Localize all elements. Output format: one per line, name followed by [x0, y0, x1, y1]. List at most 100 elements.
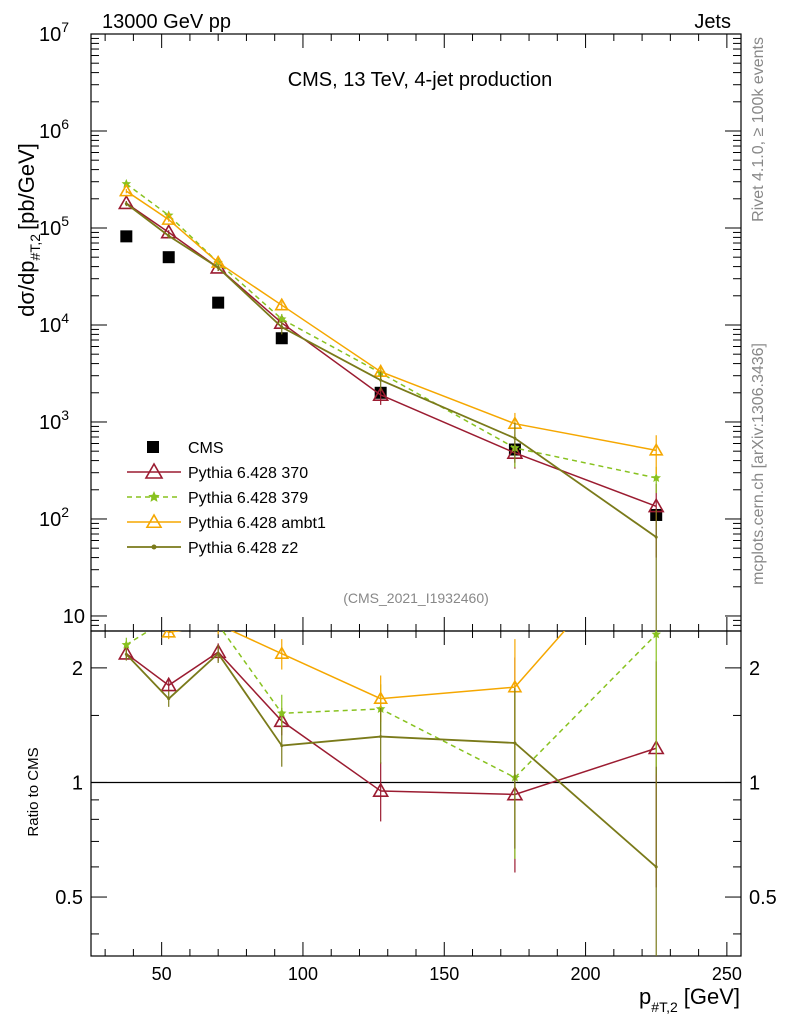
legend-pythia-6-428-z2-label: Pythia 6.428 z2 [188, 540, 298, 557]
pythia-6-428-370-ratio-point [372, 782, 390, 797]
x-axis-label-main: p [639, 984, 651, 1009]
pythia-6-428-ambt1-point [161, 212, 177, 225]
pythia-6-428-ambt1-point [118, 183, 134, 197]
cms-point [212, 296, 225, 309]
source-label: mcplots.cern.ch [arXiv:1306.3436] [750, 343, 767, 585]
x-axis-label: p#T,2 [GeV] [639, 984, 740, 1015]
ratio-y-tick-label-left: 2 [72, 658, 83, 680]
pythia-6-428-z2-ratio-point [280, 744, 284, 748]
svg-text:dσ/dp#T,2[pb/GeV]: dσ/dp#T,2 [pb/GeV] [14, 143, 43, 317]
pythia-6-428-z2-line [125, 202, 657, 538]
y-tick-label: 107 [39, 19, 69, 46]
legend-cms-label: CMS [188, 440, 224, 457]
ratio-y-tick-label-right: 0.5 [749, 887, 777, 909]
header-left: 13000 GeV pp [102, 11, 231, 33]
y-tick-exp: 3 [61, 407, 69, 423]
y-axis-label-main: dσ/dp [14, 260, 39, 316]
ratio-y-tick-label-right: 1 [749, 772, 760, 794]
y-tick-base: 10 [39, 509, 61, 531]
pythia-6-428-379-ratio-point [164, 613, 174, 622]
ratio-y-tick-label-left: 0.5 [55, 887, 83, 909]
pythia-6-428-z2-ratio-point [379, 735, 383, 739]
y-tick-label: 10 [63, 606, 85, 628]
legend-pythia-6-428-ambt1-marker [145, 513, 163, 529]
x-tick-label: 250 [712, 964, 742, 984]
pythia-6-428-z2-point [216, 266, 220, 270]
pythia-6-428-370-point [372, 386, 390, 401]
legend-pythia-6-428-370-marker [144, 462, 164, 479]
pythia-6-428-z2-ratio-point [216, 652, 220, 656]
pythia-6-428-370-ratio-line [125, 651, 657, 796]
pythia-6-428-ambt1-ratio-point [120, 600, 132, 611]
y-tick-base: 10 [39, 412, 61, 434]
x-tick-label: 200 [571, 964, 601, 984]
main-series [117, 178, 665, 631]
pythia-6-428-ambt1-ratio-point [373, 691, 389, 704]
y-tick-label: 105 [39, 213, 69, 240]
header-right: Jets [694, 11, 731, 33]
legend-pythia-6-428-379-label: Pythia 6.428 379 [188, 490, 308, 507]
pythia-6-428-ambt1-point [648, 442, 664, 456]
pythia-6-428-z2-point [654, 535, 658, 539]
legend-cms-marker [147, 441, 159, 453]
pythia-6-428-379-ratio-point [121, 639, 132, 649]
pythia-6-428-z2-point [124, 202, 128, 206]
pythia-6-428-379-point [121, 178, 132, 188]
pythia-6-428-ambt1-ratio-point [161, 631, 177, 638]
cms-point [120, 230, 133, 243]
y-axis-label-sub: #T,2 [27, 234, 43, 261]
y-axis-label: dσ/dp#T,2 [pb/GeV] [14, 143, 43, 317]
cms-point [162, 251, 175, 264]
rivet-label: Rivet 4.1.0, ≥ 100k events [750, 37, 767, 222]
ratio-axes: 50 100 150 200 250 0.5 0.5 1 1 2 2 [55, 658, 777, 984]
y-axis-label-unit: [pb/GeV] [14, 143, 39, 230]
pythia-6-428-ambt1-point [274, 297, 290, 311]
y-tick-exp: 7 [61, 19, 69, 35]
y-tick-base: 10 [39, 218, 61, 240]
pythia-6-428-379-line [125, 183, 657, 479]
pythia-6-428-z2-point [167, 234, 171, 238]
pythia-6-428-z2-ratio-point [654, 865, 658, 869]
cms-point [275, 332, 288, 345]
ratio-series [117, 600, 665, 956]
pythia-6-428-379-ratio-point [277, 708, 287, 718]
legend-pythia-6-428-ambt1-label: Pythia 6.428 ambt1 [188, 515, 326, 532]
legend: CMS Pythia 6.428 370 Pythia 6.428 379 Pythi… [127, 440, 326, 557]
y-tick-base: 10 [39, 24, 61, 46]
y-tick-label: 106 [39, 116, 69, 143]
y-tick-exp: 2 [61, 504, 69, 520]
legend-pythia-6-428-370-label: Pythia 6.428 370 [188, 465, 308, 482]
y-tick-label: 103 [39, 407, 69, 434]
pythia-6-428-379-ratio-point [651, 631, 661, 639]
pythia-6-428-370-point [117, 194, 135, 210]
pythia-6-428-ambt1-line [125, 190, 657, 452]
y-tick-exp: 5 [61, 213, 69, 229]
y-tick-base: 10 [39, 315, 61, 337]
x-tick-label: 100 [288, 964, 318, 984]
ratio-y-tick-label-right: 2 [749, 658, 760, 680]
pythia-6-428-379-point [651, 472, 661, 482]
legend-pythia-6-428-z2-marker [151, 544, 157, 550]
pythia-6-428-z2-point [513, 436, 517, 440]
ratio-y-tick-label-left: 1 [72, 772, 83, 794]
y-tick-label: 102 [39, 504, 69, 531]
chart-title: CMS, 13 TeV, 4-jet production [288, 69, 553, 91]
x-tick-label: 150 [429, 964, 459, 984]
pythia-6-428-379-point [277, 314, 287, 324]
pythia-6-428-z2-ratio-line [125, 652, 657, 868]
y-tick-label: 104 [39, 310, 69, 337]
x-tick-label: 50 [152, 964, 172, 984]
legend-pythia-6-428-379-marker [148, 491, 160, 502]
ratio-y-label: Ratio to CMS [25, 747, 42, 836]
x-axis-label-sub: #T,2 [651, 999, 678, 1015]
pythia-6-428-z2-ratio-point [513, 741, 517, 745]
pythia-6-428-z2-point [280, 325, 284, 329]
pythia-6-428-z2-ratio-point [124, 652, 128, 656]
pythia-6-428-z2-ratio-point [167, 697, 171, 701]
analysis-id: (CMS_2021_I1932460) [343, 590, 489, 606]
pythia-6-428-ambt1-ratio-point [274, 646, 290, 659]
pythia-6-428-z2-point [379, 378, 383, 382]
y-tick-exp: 4 [61, 310, 69, 326]
